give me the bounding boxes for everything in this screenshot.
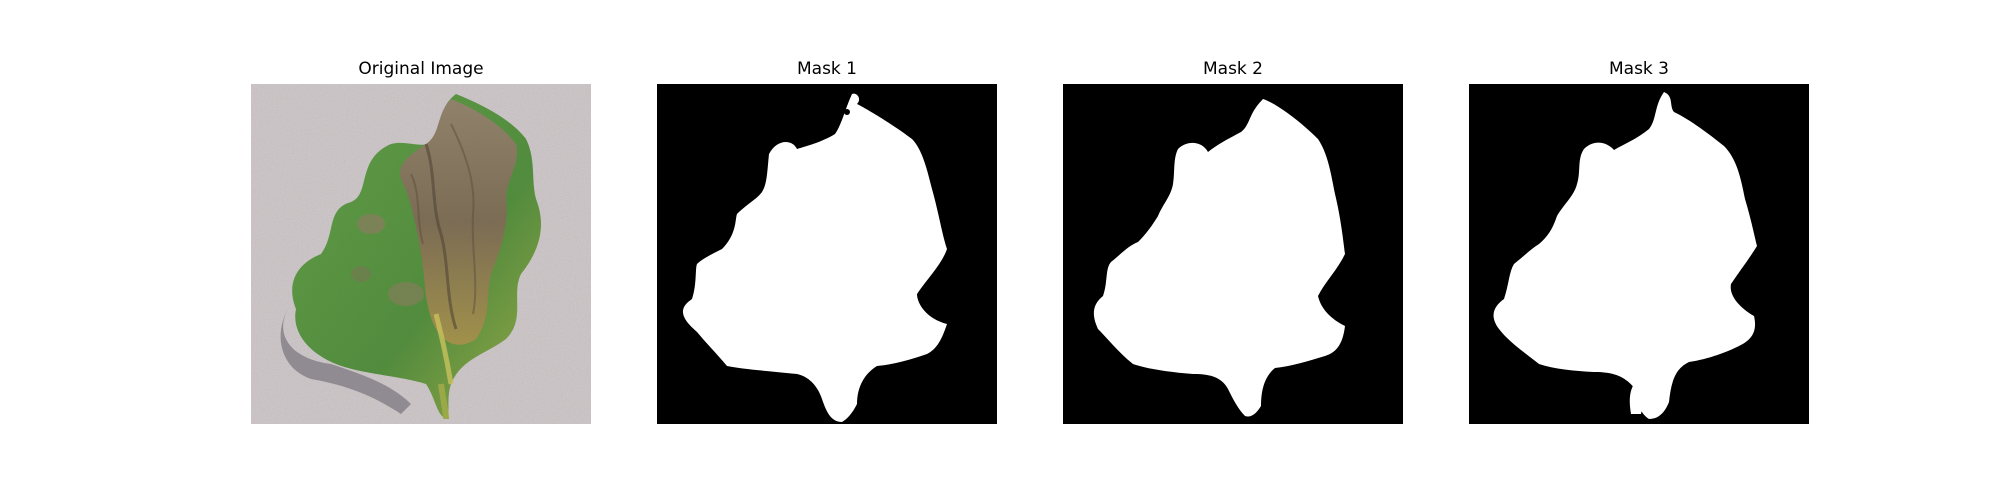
mask-3-image [1469,84,1809,424]
panel-title-mask-3: Mask 3 [1608,59,1669,79]
panel-mask-3: Mask 3 [1469,0,1809,500]
mask-3-shape [1493,92,1757,419]
mask-2-shape [1093,99,1345,417]
mask-2-image [1063,84,1403,424]
mask-1-image [657,84,997,424]
panel-mask-2: Mask 2 [1063,0,1403,500]
panel-mask-1: Mask 1 [657,0,997,500]
panel-title-mask-1: Mask 1 [796,59,857,79]
panel-title-mask-2: Mask 2 [1202,59,1263,79]
panel-title-original-image: Original Image [358,59,484,79]
mask-1-shape [682,93,947,423]
panel-original-image: Original Image [251,0,591,500]
original-leaf-photo [251,84,591,424]
